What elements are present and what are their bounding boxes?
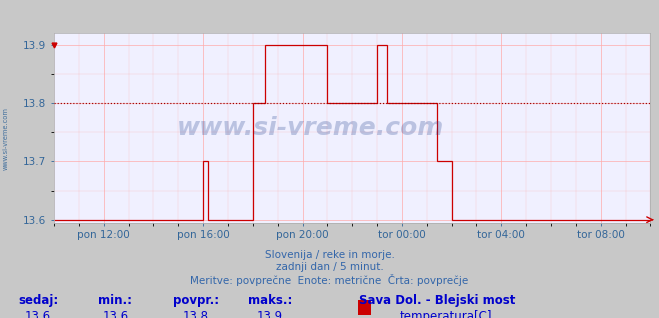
Text: Slovenija / reke in morje.: Slovenija / reke in morje. <box>264 250 395 259</box>
Text: maks.:: maks.: <box>248 294 293 307</box>
Text: 13,6: 13,6 <box>25 310 51 318</box>
Text: min.:: min.: <box>98 294 132 307</box>
Text: 13,8: 13,8 <box>183 310 209 318</box>
Text: 13,6: 13,6 <box>102 310 129 318</box>
Text: Sava Dol. - Blejski most: Sava Dol. - Blejski most <box>359 294 515 307</box>
Text: www.si-vreme.com: www.si-vreme.com <box>177 116 444 140</box>
Text: www.si-vreme.com: www.si-vreme.com <box>3 107 9 170</box>
Text: zadnji dan / 5 minut.: zadnji dan / 5 minut. <box>275 262 384 272</box>
Text: sedaj:: sedaj: <box>18 294 59 307</box>
Text: 13,9: 13,9 <box>257 310 283 318</box>
Text: temperatura[C]: temperatura[C] <box>400 310 492 318</box>
Text: Meritve: povprečne  Enote: metrične  Črta: povprečje: Meritve: povprečne Enote: metrične Črta:… <box>190 274 469 287</box>
Text: povpr.:: povpr.: <box>173 294 219 307</box>
